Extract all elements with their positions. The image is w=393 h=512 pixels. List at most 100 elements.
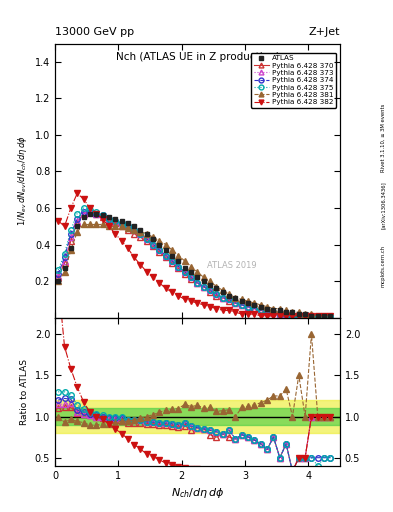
Pythia 6.428 375 (290, 313, 295, 319)
Pythia 6.428 374 (151, 242, 156, 248)
ATLAS (227, 293, 231, 299)
Line: Pythia 6.428 381: Pythia 6.428 381 (55, 222, 333, 318)
Pythia 6.428 373 (265, 309, 270, 315)
Pythia 6.428 373 (296, 313, 301, 319)
Pythia 6.428 370 (132, 230, 136, 237)
Pythia 6.428 373 (75, 218, 79, 224)
Pythia 6.428 370 (88, 208, 92, 215)
Pythia 6.428 382 (227, 307, 231, 313)
Pythia 6.428 381 (94, 221, 99, 227)
Pythia 6.428 370 (233, 300, 238, 306)
Pythia 6.428 375 (303, 313, 307, 319)
Pythia 6.428 370 (157, 249, 162, 255)
Pythia 6.428 374 (303, 313, 307, 319)
Pythia 6.428 375 (132, 227, 136, 233)
Pythia 6.428 382 (195, 300, 200, 306)
Pythia 6.428 374 (220, 294, 225, 301)
Pythia 6.428 375 (328, 313, 333, 319)
Pythia 6.428 373 (252, 306, 257, 312)
Pythia 6.428 374 (239, 302, 244, 308)
ATLAS (316, 313, 320, 319)
Pythia 6.428 373 (290, 313, 295, 319)
Pythia 6.428 381 (75, 229, 79, 235)
Pythia 6.428 382 (100, 216, 105, 222)
Pythia 6.428 374 (125, 223, 130, 229)
ATLAS (151, 236, 156, 242)
Pythia 6.428 373 (132, 227, 136, 233)
Pythia 6.428 374 (227, 296, 231, 303)
Pythia 6.428 382 (107, 223, 111, 229)
Pythia 6.428 375 (119, 220, 124, 226)
Pythia 6.428 382 (220, 307, 225, 313)
Pythia 6.428 374 (284, 311, 288, 317)
ATLAS (271, 307, 276, 313)
Bar (55, 400, 340, 433)
Pythia 6.428 370 (100, 214, 105, 220)
ATLAS (239, 298, 244, 304)
Pythia 6.428 375 (220, 294, 225, 301)
Pythia 6.428 375 (81, 205, 86, 211)
ATLAS (284, 309, 288, 315)
ATLAS (259, 304, 263, 310)
ATLAS (214, 285, 219, 291)
Pythia 6.428 373 (246, 304, 250, 310)
Pythia 6.428 370 (227, 298, 231, 304)
Pythia 6.428 370 (316, 313, 320, 319)
Pythia 6.428 374 (208, 287, 213, 293)
Pythia 6.428 375 (176, 264, 181, 270)
Pythia 6.428 374 (56, 271, 61, 277)
Pythia 6.428 375 (107, 216, 111, 222)
Pythia 6.428 370 (328, 313, 333, 319)
Pythia 6.428 382 (75, 190, 79, 197)
Pythia 6.428 374 (113, 218, 118, 224)
Pythia 6.428 370 (309, 313, 314, 319)
Pythia 6.428 370 (176, 265, 181, 271)
Y-axis label: $1/N_{ev}\,dN_{ev}/dN_{ch}/d\eta\,d\phi$: $1/N_{ev}\,dN_{ev}/dN_{ch}/d\eta\,d\phi$ (16, 135, 29, 226)
Pythia 6.428 370 (113, 220, 118, 226)
Pythia 6.428 382 (284, 313, 288, 319)
ATLAS (132, 223, 136, 229)
Pythia 6.428 382 (88, 205, 92, 211)
Pythia 6.428 382 (170, 289, 174, 295)
Pythia 6.428 374 (290, 313, 295, 319)
Pythia 6.428 382 (125, 245, 130, 251)
Pythia 6.428 374 (316, 313, 320, 319)
Pythia 6.428 374 (157, 247, 162, 253)
Pythia 6.428 373 (170, 258, 174, 264)
Pythia 6.428 382 (303, 313, 307, 319)
Pythia 6.428 373 (316, 313, 320, 319)
Pythia 6.428 375 (322, 313, 327, 319)
Pythia 6.428 374 (119, 220, 124, 226)
Pythia 6.428 381 (62, 269, 67, 275)
ATLAS (220, 289, 225, 295)
Pythia 6.428 381 (252, 300, 257, 306)
Pythia 6.428 375 (227, 296, 231, 303)
Pythia 6.428 370 (68, 238, 73, 244)
ATLAS (233, 294, 238, 301)
Pythia 6.428 382 (189, 298, 193, 304)
Pythia 6.428 373 (277, 311, 282, 317)
Pythia 6.428 374 (170, 258, 174, 264)
Pythia 6.428 374 (309, 313, 314, 319)
Pythia 6.428 381 (271, 306, 276, 312)
Pythia 6.428 373 (182, 269, 187, 275)
ATLAS (88, 210, 92, 217)
Pythia 6.428 373 (68, 234, 73, 240)
Pythia 6.428 382 (182, 296, 187, 303)
Pythia 6.428 373 (271, 309, 276, 315)
Pythia 6.428 375 (94, 208, 99, 215)
Pythia 6.428 370 (125, 227, 130, 233)
Pythia 6.428 374 (132, 227, 136, 233)
Pythia 6.428 370 (56, 274, 61, 281)
Pythia 6.428 373 (125, 223, 130, 229)
Pythia 6.428 381 (157, 238, 162, 244)
Pythia 6.428 374 (277, 311, 282, 317)
Pythia 6.428 382 (309, 313, 314, 319)
ATLAS (100, 212, 105, 219)
Pythia 6.428 375 (296, 313, 301, 319)
Pythia 6.428 382 (202, 302, 206, 308)
Legend: ATLAS, Pythia 6.428 370, Pythia 6.428 373, Pythia 6.428 374, Pythia 6.428 375, P: ATLAS, Pythia 6.428 370, Pythia 6.428 37… (251, 53, 336, 108)
Pythia 6.428 375 (284, 311, 288, 317)
Pythia 6.428 374 (202, 284, 206, 290)
Pythia 6.428 375 (88, 207, 92, 213)
